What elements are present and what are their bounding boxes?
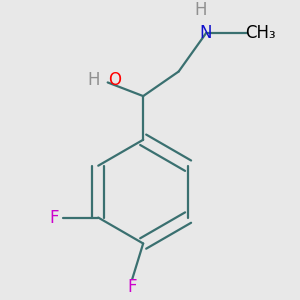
Text: F: F bbox=[128, 278, 137, 296]
Text: CH₃: CH₃ bbox=[245, 24, 276, 42]
Text: H: H bbox=[88, 71, 100, 89]
Text: O: O bbox=[108, 71, 121, 89]
Text: F: F bbox=[50, 208, 59, 226]
Text: N: N bbox=[200, 24, 212, 42]
Text: H: H bbox=[194, 1, 207, 19]
